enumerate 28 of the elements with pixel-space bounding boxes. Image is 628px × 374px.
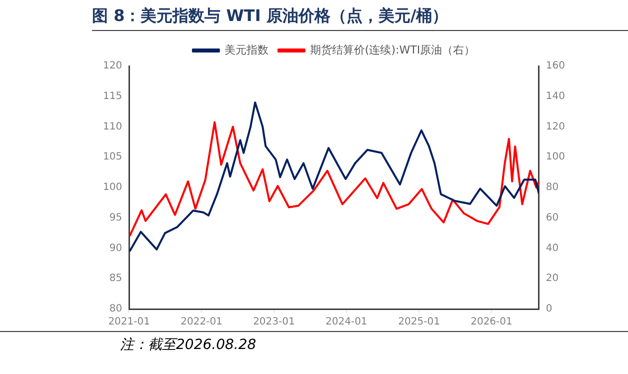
legend-label: 美元指数 bbox=[224, 43, 268, 56]
y-tick-label: 105 bbox=[102, 152, 122, 163]
y2-tick-label: 40 bbox=[546, 242, 559, 254]
y-tick-label: 95 bbox=[109, 212, 122, 224]
y2-tick-label: 20 bbox=[546, 273, 559, 284]
y2-tick-label: 0 bbox=[546, 304, 552, 315]
chart-title: 图 8：美元指数与 WTI 原油价格（点，美元/桶） bbox=[92, 0, 628, 31]
y2-tick-label: 80 bbox=[546, 182, 559, 194]
y2-tick-label: 120 bbox=[546, 121, 566, 132]
x-tick-label: 2025-01 bbox=[398, 316, 440, 328]
y2-tick-label: 60 bbox=[546, 212, 559, 224]
y2-tick-label: 100 bbox=[546, 152, 566, 163]
x-tick-label: 2026-01 bbox=[470, 316, 512, 328]
y-tick-label: 90 bbox=[109, 242, 122, 254]
x-tick-label: 2023-01 bbox=[253, 316, 295, 328]
y2-tick-label: 140 bbox=[546, 90, 566, 102]
y-tick-label: 110 bbox=[102, 121, 122, 132]
y-tick-label: 120 bbox=[102, 60, 122, 72]
x-tick-label: 2021-01 bbox=[108, 316, 150, 328]
legend-label: 期货结算价(连续):WTI原油（右） bbox=[310, 43, 476, 56]
text: 注：截至2026.08.28 bbox=[120, 336, 258, 354]
y-tick-label: 85 bbox=[109, 273, 122, 284]
y-tick-label: 100 bbox=[102, 182, 122, 194]
y2-tick-label: 160 bbox=[546, 60, 566, 72]
y-tick-label: 80 bbox=[109, 304, 122, 315]
x-tick-label: 2022-01 bbox=[180, 316, 222, 328]
x-tick-label: 2024-01 bbox=[326, 316, 368, 328]
y-tick-label: 115 bbox=[102, 90, 122, 102]
